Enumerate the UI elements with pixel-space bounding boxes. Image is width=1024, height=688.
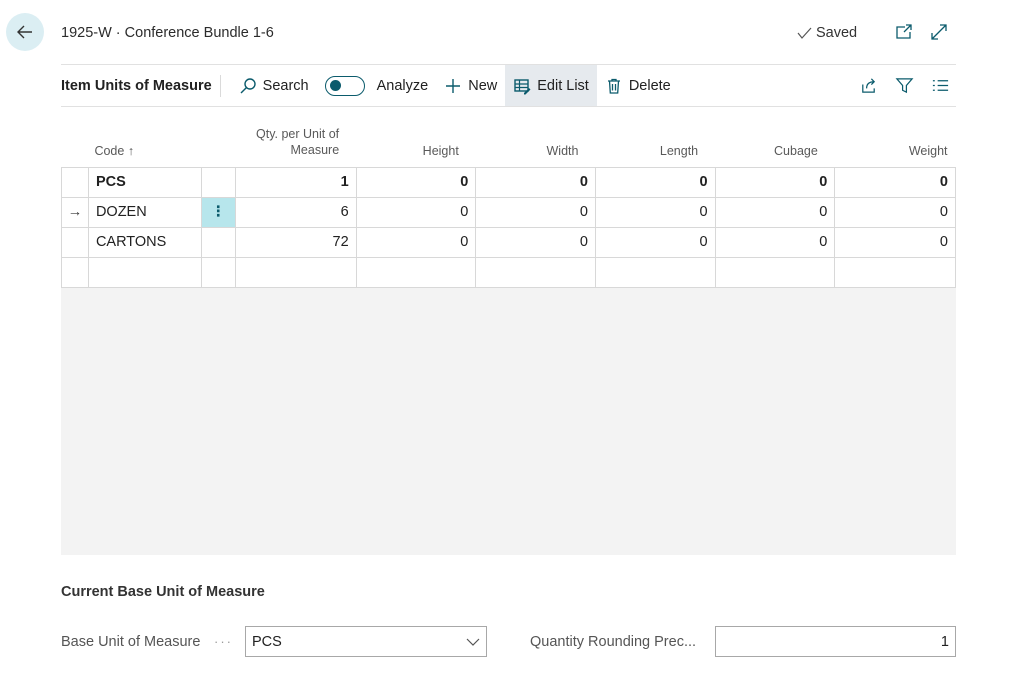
cell-code[interactable]: DOZEN xyxy=(87,196,202,228)
current-row-arrow-icon: → xyxy=(61,196,89,228)
base-unit-value: PCS xyxy=(252,633,282,650)
column-header-cubage[interactable]: Cubage xyxy=(715,108,835,168)
units-table: Code ↑ Qty. per Unit of Measure Height W… xyxy=(61,108,956,288)
analyze-label: Analyze xyxy=(376,77,429,94)
cell-qty[interactable]: 72 xyxy=(234,226,357,258)
cell-length[interactable] xyxy=(594,256,716,288)
column-header-height[interactable]: Height xyxy=(356,108,476,168)
cell-code[interactable]: PCS xyxy=(87,166,202,198)
part-title: Item Units of Measure xyxy=(61,74,221,97)
page-title: 1925-W · Conference Bundle 1-6 xyxy=(61,25,274,41)
field-leader-dots: ··· xyxy=(214,634,233,649)
saved-status: Saved xyxy=(796,25,857,41)
expand-icon[interactable] xyxy=(929,22,949,42)
cell-length[interactable]: 0 xyxy=(594,166,716,198)
cell-length[interactable]: 0 xyxy=(594,196,716,228)
column-header-weight[interactable]: Weight xyxy=(834,108,956,168)
table-row[interactable]: PCS 1 0 0 0 0 0 xyxy=(61,166,956,198)
cell-width[interactable]: 0 xyxy=(475,196,596,228)
cell-qty[interactable]: 1 xyxy=(234,166,357,198)
base-unit-label: Base Unit of Measure xyxy=(61,634,201,650)
cell-weight[interactable]: 0 xyxy=(834,196,956,228)
cell-height[interactable]: 0 xyxy=(355,166,477,198)
cell-cubage[interactable]: 0 xyxy=(714,196,836,228)
section-title: Current Base Unit of Measure xyxy=(61,584,265,600)
row-menu-cell[interactable] xyxy=(200,256,236,288)
delete-button[interactable]: Delete xyxy=(597,65,679,106)
cell-code[interactable]: CARTONS xyxy=(87,226,202,258)
cell-height[interactable] xyxy=(355,256,477,288)
table-row-empty[interactable] xyxy=(61,256,956,288)
table-header-row: Code ↑ Qty. per Unit of Measure Height W… xyxy=(61,108,956,168)
cell-cubage[interactable]: 0 xyxy=(714,166,836,198)
search-icon xyxy=(240,77,256,93)
rounding-precision-label: Quantity Rounding Prec... xyxy=(530,634,697,650)
cell-height[interactable]: 0 xyxy=(355,196,477,228)
cell-width[interactable] xyxy=(475,256,596,288)
search-label: Search xyxy=(262,77,309,94)
base-unit-select[interactable]: PCS xyxy=(245,626,487,657)
row-menu-cell[interactable] xyxy=(200,226,236,258)
new-button[interactable]: New xyxy=(436,65,505,106)
row-menu-cell[interactable] xyxy=(200,166,236,198)
cell-width[interactable]: 0 xyxy=(475,166,596,198)
new-label: New xyxy=(468,77,498,94)
chevron-down-icon xyxy=(466,638,480,646)
sort-ascending-icon: ↑ xyxy=(127,143,135,158)
toggle-switch-icon xyxy=(324,75,365,96)
checkmark-icon xyxy=(797,27,812,39)
column-header-qty-label: Qty. per Unit of Measure xyxy=(256,126,340,157)
list-view-icon[interactable] xyxy=(930,76,950,96)
rounding-precision-input[interactable]: 1 xyxy=(715,626,956,657)
row-selector[interactable] xyxy=(61,226,89,258)
column-header-code[interactable]: Code ↑ xyxy=(88,108,236,168)
action-bar: Item Units of Measure Search Analyze New… xyxy=(61,64,956,107)
trash-icon xyxy=(607,78,620,94)
back-button[interactable] xyxy=(6,13,44,51)
saved-label: Saved xyxy=(816,25,858,41)
cell-cubage[interactable]: 0 xyxy=(714,226,836,258)
table-row[interactable]: → DOZEN ⋮ 6 0 0 0 0 0 xyxy=(61,196,956,228)
column-header-qty[interactable]: Qty. per Unit of Measure xyxy=(235,108,357,168)
column-header-code-label: Code xyxy=(94,143,125,158)
arrow-left-icon xyxy=(17,25,32,39)
edit-list-button[interactable]: Edit List xyxy=(505,65,597,106)
cell-cubage[interactable] xyxy=(714,256,836,288)
cell-width[interactable]: 0 xyxy=(475,226,596,258)
cell-weight[interactable]: 0 xyxy=(834,226,956,258)
row-actions-menu-icon[interactable]: ⋮ xyxy=(200,196,236,228)
filter-icon[interactable] xyxy=(894,76,914,96)
cell-length[interactable]: 0 xyxy=(594,226,716,258)
cell-qty[interactable]: 6 xyxy=(234,196,357,228)
edit-list-icon xyxy=(514,78,531,94)
plus-icon xyxy=(446,78,461,93)
table-row[interactable]: CARTONS 72 0 0 0 0 0 xyxy=(61,226,956,258)
cell-weight[interactable]: 0 xyxy=(834,166,956,198)
share-icon[interactable] xyxy=(858,76,878,96)
search-button[interactable]: Search xyxy=(231,65,317,106)
delete-label: Delete xyxy=(628,77,671,94)
column-header-length[interactable]: Length xyxy=(595,108,716,168)
open-new-window-icon[interactable] xyxy=(894,22,914,42)
rounding-precision-value: 1 xyxy=(940,633,949,650)
lines-grid: Code ↑ Qty. per Unit of Measure Height W… xyxy=(61,108,956,555)
cell-weight[interactable] xyxy=(834,256,956,288)
column-header-width[interactable]: Width xyxy=(475,108,596,168)
row-selector[interactable] xyxy=(61,166,89,198)
header-spacer xyxy=(61,108,89,168)
cell-code[interactable] xyxy=(87,256,202,288)
cell-qty[interactable] xyxy=(234,256,357,288)
row-selector[interactable] xyxy=(61,256,89,288)
analyze-toggle[interactable]: Analyze xyxy=(317,65,437,106)
cell-height[interactable]: 0 xyxy=(355,226,477,258)
edit-list-label: Edit List xyxy=(537,77,589,94)
